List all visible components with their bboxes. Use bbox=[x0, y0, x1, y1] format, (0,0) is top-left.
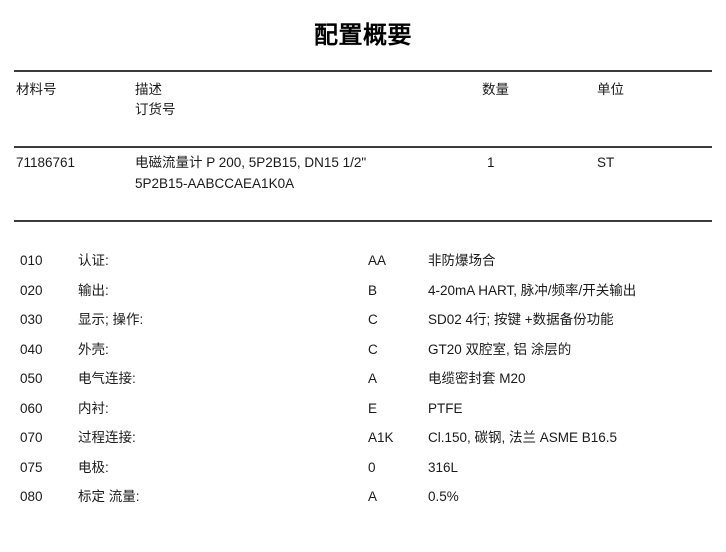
feature-row: 075 电极: 0 316L bbox=[0, 460, 726, 490]
feature-code: A bbox=[368, 489, 378, 504]
feature-code: A1K bbox=[368, 430, 394, 445]
feature-position: 080 bbox=[20, 489, 43, 504]
feature-position: 020 bbox=[20, 282, 43, 298]
table-header-row: 材料号 描述 订货号 数量 单位 bbox=[0, 80, 726, 130]
feature-value: SD02 4行; 按键 +数据备份功能 bbox=[428, 312, 614, 327]
header-unit: 单位 bbox=[597, 82, 624, 97]
header-order-code: 订货号 bbox=[135, 102, 176, 117]
feature-value: 电缆密封套 M20 bbox=[428, 371, 526, 386]
feature-value: Cl.150, 碳钢, 法兰 ASME B16.5 bbox=[428, 430, 618, 445]
feature-position: 010 bbox=[20, 253, 43, 268]
feature-position: 075 bbox=[20, 459, 43, 475]
feature-position: 070 bbox=[20, 430, 43, 445]
table-row: 71186761 电磁流量计 P 200, 5P2B15, DN15 1/2" … bbox=[0, 152, 726, 200]
header-description: 描述 bbox=[135, 82, 162, 97]
feature-row: 030 显示; 操作: C SD02 4行; 按键 +数据备份功能 bbox=[0, 312, 726, 342]
feature-label: 电极: bbox=[78, 459, 109, 475]
feature-label: 标定 流量: bbox=[78, 489, 140, 504]
cell-order-code: 5P2B15-AABCCAEA1K0A bbox=[135, 176, 295, 191]
feature-list: 010 认证: AA 非防爆场合 020 输出: B 4-20mA HART, … bbox=[0, 253, 726, 519]
feature-row: 070 过程连接: A1K Cl.150, 碳钢, 法兰 ASME B16.5 bbox=[0, 430, 726, 460]
feature-label: 输出: bbox=[78, 282, 109, 298]
feature-code: C bbox=[368, 341, 378, 357]
table-rule-top bbox=[14, 70, 712, 72]
feature-value: 4-20mA HART, 脉冲/频率/开关输出 bbox=[428, 282, 637, 298]
feature-row: 010 认证: AA 非防爆场合 bbox=[0, 253, 726, 283]
feature-label: 外壳: bbox=[78, 341, 109, 357]
feature-code: AA bbox=[368, 253, 387, 268]
header-material-no: 材料号 bbox=[16, 82, 57, 97]
page-title: 配置概要 bbox=[314, 22, 412, 49]
feature-value: GT20 双腔室, 铝 涂层的 bbox=[428, 341, 572, 357]
cell-description: 电磁流量计 P 200, 5P2B15, DN15 1/2" bbox=[135, 155, 367, 170]
table-rule-middle bbox=[14, 146, 712, 148]
feature-value: PTFE bbox=[428, 400, 463, 416]
feature-value: 0.5% bbox=[428, 489, 459, 504]
cell-unit: ST bbox=[597, 155, 615, 170]
feature-code: E bbox=[368, 400, 378, 416]
feature-code: C bbox=[368, 312, 378, 327]
feature-row: 050 电气连接: A 电缆密封套 M20 bbox=[0, 371, 726, 401]
header-quantity: 数量 bbox=[482, 82, 509, 97]
feature-code: A bbox=[368, 371, 378, 386]
cell-quantity: 1 bbox=[487, 155, 495, 170]
feature-label: 内衬: bbox=[78, 400, 109, 416]
feature-value: 316L bbox=[428, 459, 459, 475]
feature-row: 040 外壳: C GT20 双腔室, 铝 涂层的 bbox=[0, 342, 726, 372]
feature-code: B bbox=[368, 282, 378, 298]
feature-position: 060 bbox=[20, 400, 43, 416]
feature-row: 020 输出: B 4-20mA HART, 脉冲/频率/开关输出 bbox=[0, 283, 726, 313]
feature-row: 060 内衬: E PTFE bbox=[0, 401, 726, 431]
feature-label: 电气连接: bbox=[78, 371, 136, 386]
feature-row: 080 标定 流量: A 0.5% bbox=[0, 489, 726, 519]
feature-position: 040 bbox=[20, 341, 43, 357]
cell-material-no: 71186761 bbox=[16, 155, 76, 170]
feature-label: 显示; 操作: bbox=[78, 312, 144, 327]
feature-code: 0 bbox=[368, 459, 376, 475]
feature-label: 过程连接: bbox=[78, 430, 136, 445]
feature-value: 非防爆场合 bbox=[428, 253, 496, 268]
table-rule-bottom bbox=[14, 220, 712, 222]
feature-position: 050 bbox=[20, 371, 43, 386]
feature-position: 030 bbox=[20, 312, 43, 327]
feature-label: 认证: bbox=[78, 253, 109, 268]
